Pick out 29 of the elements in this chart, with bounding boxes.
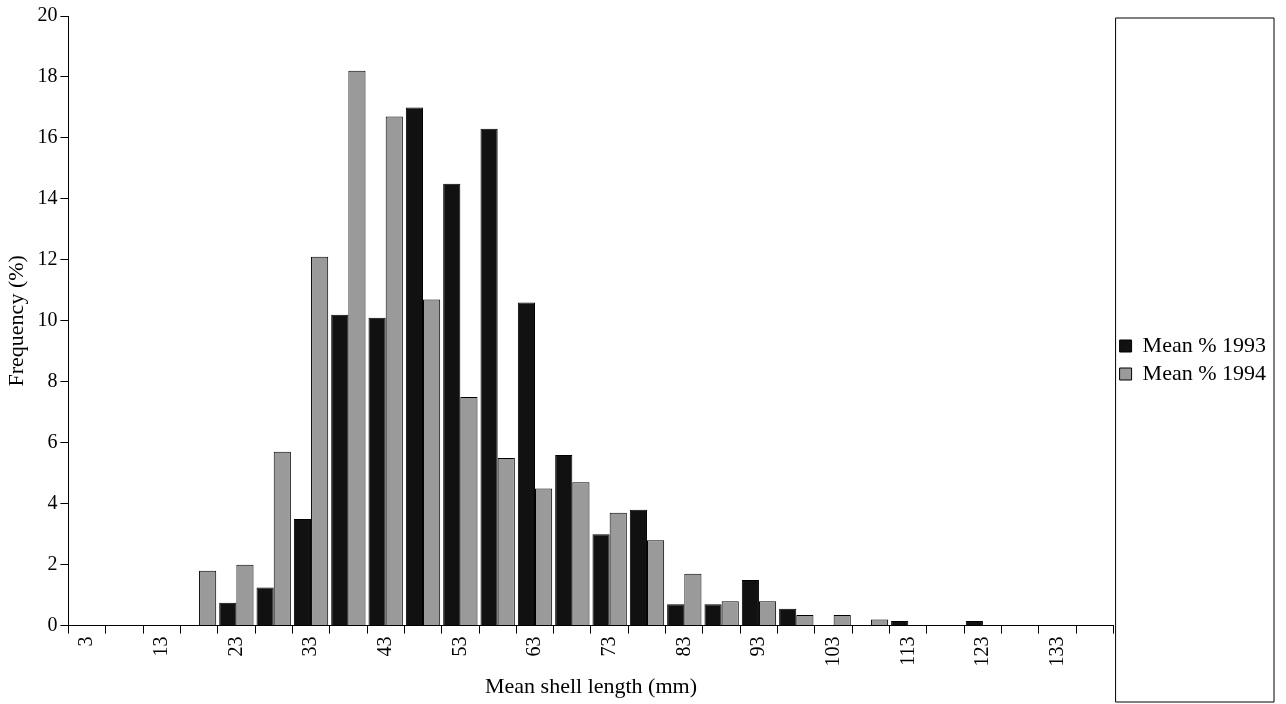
y-tick-label: 0 (47, 612, 58, 635)
y-axis-title: Frequency (%) (2, 255, 28, 387)
y-tick-label: 6 (47, 429, 58, 452)
y-tick-label: 18 (37, 64, 58, 87)
x-tick-label: 73 (596, 636, 619, 657)
x-tick-label: 133 (1044, 636, 1067, 667)
y-tick-label: 20 (37, 3, 58, 26)
y-tick-label: 2 (47, 551, 58, 574)
x-tick-label: 3 (74, 636, 97, 647)
x-tick-label: 123 (970, 636, 993, 667)
x-tick-label: 33 (298, 636, 321, 657)
x-tick-label: 53 (447, 636, 470, 657)
x-tick-label: 83 (671, 636, 694, 657)
y-tick-label: 16 (37, 125, 58, 148)
y-tick-label: 4 (47, 490, 58, 513)
legend-label: Mean % 1993 (1142, 331, 1266, 357)
x-tick-label: 113 (895, 636, 918, 666)
y-tick-label: 8 (47, 369, 58, 392)
x-axis-title: Mean shell length (mm) (484, 672, 697, 698)
x-tick-label: 63 (522, 636, 545, 657)
x-tick-label: 103 (820, 636, 843, 667)
x-tick-label: 43 (372, 636, 395, 657)
y-tick-label: 12 (37, 247, 58, 270)
x-tick-label: 93 (746, 636, 769, 657)
x-tick-label: 23 (223, 636, 246, 657)
legend-label: Mean % 1994 (1142, 359, 1266, 385)
x-tick-label: 13 (148, 636, 171, 657)
y-tick-label: 14 (37, 186, 58, 209)
y-tick-label: 10 (37, 308, 58, 331)
